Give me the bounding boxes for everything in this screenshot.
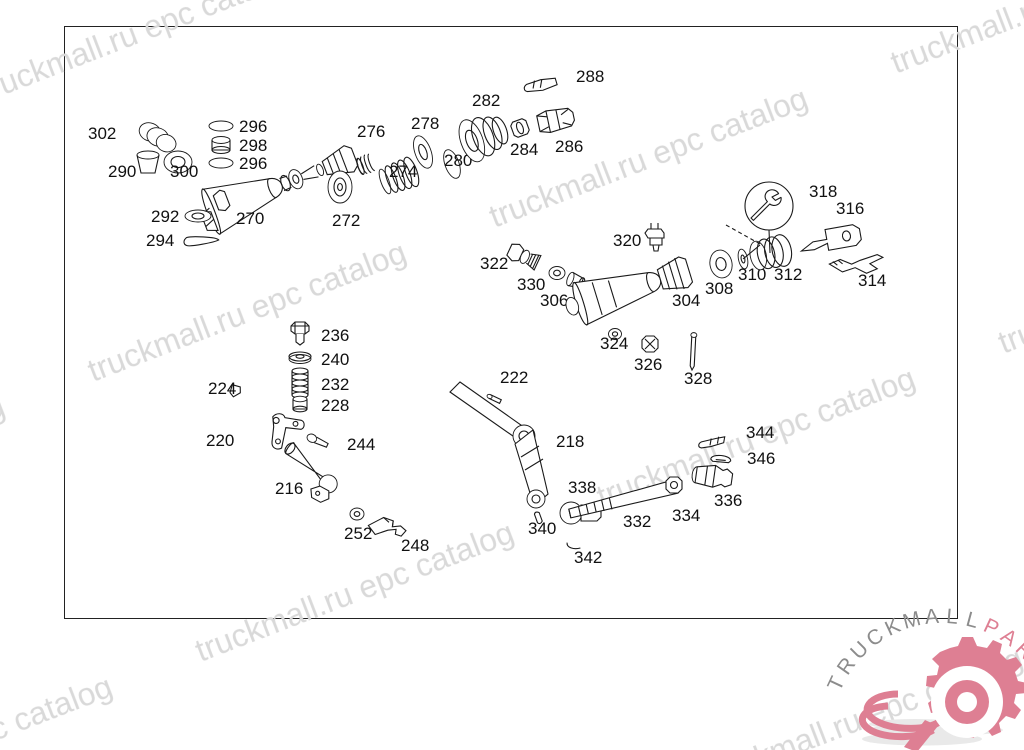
svg-text:290: 290 bbox=[108, 162, 136, 181]
svg-text:248: 248 bbox=[401, 536, 429, 555]
svg-text:286: 286 bbox=[555, 137, 583, 156]
svg-text:308: 308 bbox=[705, 279, 733, 298]
svg-text:316: 316 bbox=[836, 199, 864, 218]
svg-text:340: 340 bbox=[528, 519, 556, 538]
svg-text:328: 328 bbox=[684, 369, 712, 388]
svg-text:334: 334 bbox=[672, 506, 700, 525]
svg-text:288: 288 bbox=[576, 67, 604, 86]
svg-text:344: 344 bbox=[746, 423, 774, 442]
svg-text:306: 306 bbox=[540, 291, 568, 310]
svg-text:216: 216 bbox=[275, 479, 303, 498]
svg-text:320: 320 bbox=[613, 231, 641, 250]
svg-text:318: 318 bbox=[809, 182, 837, 201]
svg-text:284: 284 bbox=[510, 140, 538, 159]
svg-text:324: 324 bbox=[600, 334, 628, 353]
svg-text:252: 252 bbox=[344, 524, 372, 543]
svg-text:300: 300 bbox=[170, 162, 198, 181]
svg-text:342: 342 bbox=[574, 548, 602, 567]
svg-text:312: 312 bbox=[774, 265, 802, 284]
svg-text:272: 272 bbox=[332, 211, 360, 230]
svg-text:302: 302 bbox=[88, 124, 116, 143]
svg-text:304: 304 bbox=[672, 291, 700, 310]
svg-text:338: 338 bbox=[568, 478, 596, 497]
svg-text:332: 332 bbox=[623, 512, 651, 531]
svg-text:346: 346 bbox=[747, 449, 775, 468]
svg-text:326: 326 bbox=[634, 355, 662, 374]
svg-text:296: 296 bbox=[239, 154, 267, 173]
svg-text:294: 294 bbox=[146, 231, 174, 250]
svg-text:322: 322 bbox=[480, 254, 508, 273]
svg-text:236: 236 bbox=[321, 326, 349, 345]
svg-text:276: 276 bbox=[357, 122, 385, 141]
svg-text:218: 218 bbox=[556, 432, 584, 451]
svg-text:224: 224 bbox=[208, 379, 236, 398]
svg-text:274: 274 bbox=[389, 162, 417, 181]
svg-text:228: 228 bbox=[321, 396, 349, 415]
svg-text:222: 222 bbox=[500, 368, 528, 387]
svg-text:336: 336 bbox=[714, 491, 742, 510]
svg-text:278: 278 bbox=[411, 114, 439, 133]
svg-text:244: 244 bbox=[347, 435, 375, 454]
svg-text:292: 292 bbox=[151, 207, 179, 226]
svg-text:220: 220 bbox=[206, 431, 234, 450]
svg-text:270: 270 bbox=[236, 209, 264, 228]
svg-text:298: 298 bbox=[239, 136, 267, 155]
svg-text:282: 282 bbox=[472, 91, 500, 110]
svg-text:296: 296 bbox=[239, 117, 267, 136]
svg-text:240: 240 bbox=[321, 350, 349, 369]
svg-text:314: 314 bbox=[858, 271, 886, 290]
svg-text:232: 232 bbox=[321, 375, 349, 394]
